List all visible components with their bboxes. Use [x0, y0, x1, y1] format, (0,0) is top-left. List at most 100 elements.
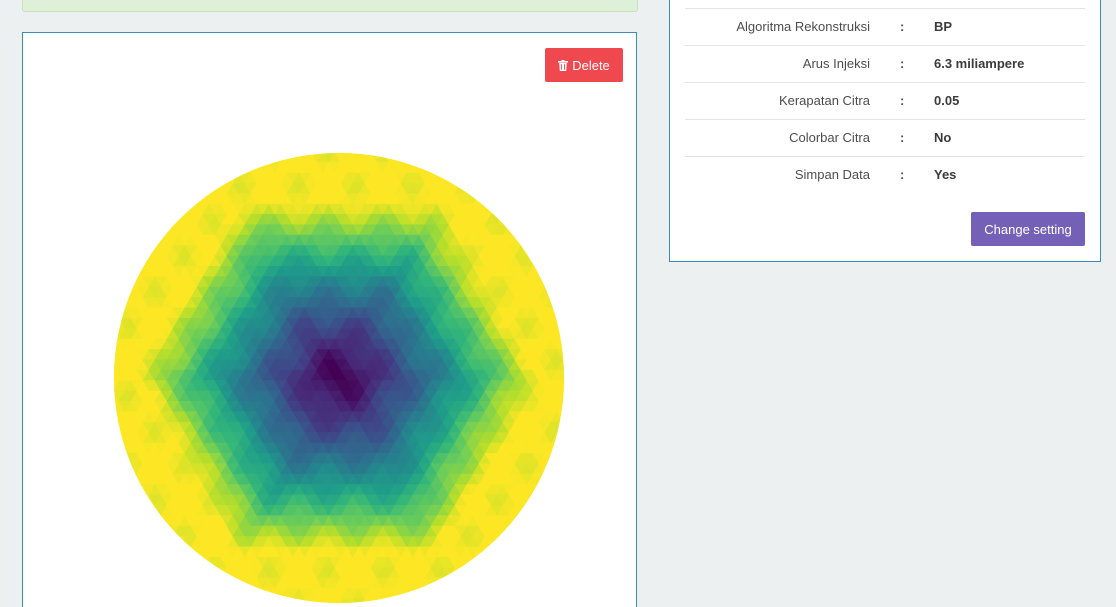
- mesh-cell: [178, 546, 192, 558]
- delete-button[interactable]: Delete: [545, 48, 623, 82]
- mesh-cell: [496, 536, 510, 548]
- mesh-cell: [196, 556, 210, 569]
- mesh-cell: [232, 162, 246, 174]
- settings-separator: :: [900, 93, 905, 108]
- mesh-cell: [238, 588, 252, 600]
- mesh-cell: [532, 494, 546, 506]
- mesh-cell: [340, 598, 354, 603]
- mesh-cell: [124, 266, 138, 278]
- settings-value: Yes: [934, 167, 957, 182]
- mesh-cell: [148, 515, 162, 527]
- mesh-cell: [448, 172, 462, 184]
- settings-label: Simpan Data: [794, 167, 870, 182]
- settings-label: Arus Injeksi: [802, 56, 870, 71]
- mesh-cell: [154, 224, 168, 236]
- settings-label: Algoritma Rekonstruksi: [736, 19, 870, 34]
- mesh-cell: [544, 463, 558, 475]
- settings-value: No: [934, 130, 952, 145]
- mesh-cell: [562, 411, 564, 423]
- settings-value: BP: [934, 19, 953, 34]
- mesh-cell: [460, 567, 474, 579]
- mesh-cell: [226, 577, 240, 589]
- mesh-cell: [286, 598, 300, 603]
- mesh-cell: [538, 265, 552, 277]
- mesh-cell: [556, 390, 564, 403]
- mesh-cell: [124, 473, 138, 486]
- mesh-cell: [232, 577, 246, 590]
- mesh-cell: [202, 182, 216, 194]
- mesh-cell: [114, 296, 126, 309]
- mesh-cell: [268, 598, 282, 603]
- mesh-cell: [472, 556, 486, 569]
- mesh-cell: [124, 276, 138, 288]
- mesh-cell: [466, 182, 480, 194]
- mesh-cell: [114, 442, 126, 454]
- mesh-cell: [136, 245, 150, 257]
- settings-separator: :: [900, 130, 905, 145]
- mesh-cell: [148, 234, 162, 246]
- mesh-cell: [118, 286, 132, 298]
- success-alert: [22, 0, 638, 12]
- mesh-cell: [418, 161, 432, 174]
- reconstruction-image-panel: Delete: [22, 32, 637, 607]
- settings-label: Colorbar Citra: [789, 130, 870, 145]
- mesh-cell: [220, 172, 234, 184]
- mesh-cell: [502, 214, 516, 226]
- mesh-cell: [502, 525, 516, 538]
- mesh-cell: [514, 515, 528, 527]
- mesh-cell: [208, 567, 222, 579]
- mesh-cell: [418, 588, 432, 600]
- mesh-cell: [166, 535, 180, 548]
- mesh-cell: [114, 453, 126, 465]
- mesh-cell: [436, 577, 450, 590]
- mesh-cell: [114, 318, 120, 330]
- mesh-cell: [550, 452, 564, 465]
- settings-value: 0.05: [934, 93, 960, 108]
- mesh-cell: [376, 598, 390, 603]
- mesh-cell: [214, 172, 228, 184]
- mesh-cell: [544, 276, 558, 288]
- mesh-cell: [280, 153, 294, 163]
- mesh-cell: [328, 598, 342, 603]
- mesh-cell: [448, 577, 462, 590]
- mesh-cell: [130, 255, 144, 267]
- mesh-cell: [556, 369, 564, 382]
- mesh-cell: [556, 432, 564, 444]
- mesh-cell: [562, 348, 564, 361]
- mesh-cell: [214, 567, 228, 579]
- mesh-cell: [520, 234, 534, 246]
- mesh-cell: [412, 587, 426, 600]
- mesh-cell: [262, 588, 276, 600]
- mesh-cell: [364, 598, 378, 603]
- mesh-cell: [114, 307, 120, 319]
- mesh-cell: [550, 297, 564, 309]
- mesh-cell: [544, 473, 558, 486]
- mesh-cell: [532, 255, 546, 267]
- settings-panel: Algoritma Rekonstruksi : BP Arus Injeksi…: [669, 0, 1101, 262]
- mesh-cell: [484, 192, 498, 205]
- mesh-cell: [114, 421, 120, 434]
- mesh-cell: [226, 161, 240, 174]
- change-setting-button[interactable]: Change setting: [971, 212, 1085, 246]
- mesh-cell: [190, 556, 204, 569]
- mesh-cell: [382, 598, 396, 603]
- mesh-cell: [556, 307, 564, 319]
- mesh-cell: [220, 577, 234, 590]
- settings-separator: :: [900, 19, 905, 34]
- mesh-cell: [262, 153, 276, 164]
- mesh-cell: [184, 192, 198, 205]
- mesh-cell: [136, 494, 150, 506]
- mesh-cell: [114, 431, 120, 444]
- delete-button-label: Delete: [572, 57, 610, 73]
- mesh-cell: [538, 484, 552, 496]
- settings-row-colorbar: Colorbar Citra : No: [685, 119, 1085, 156]
- mesh-cell: [208, 172, 222, 184]
- mesh-cell: [562, 401, 564, 413]
- mesh-cell: [238, 161, 252, 174]
- mesh-cell: [562, 328, 564, 340]
- mesh-cell: [514, 224, 528, 236]
- mesh-cell: [160, 213, 174, 225]
- mesh-cell: [550, 442, 564, 455]
- mesh-cell: [400, 598, 414, 603]
